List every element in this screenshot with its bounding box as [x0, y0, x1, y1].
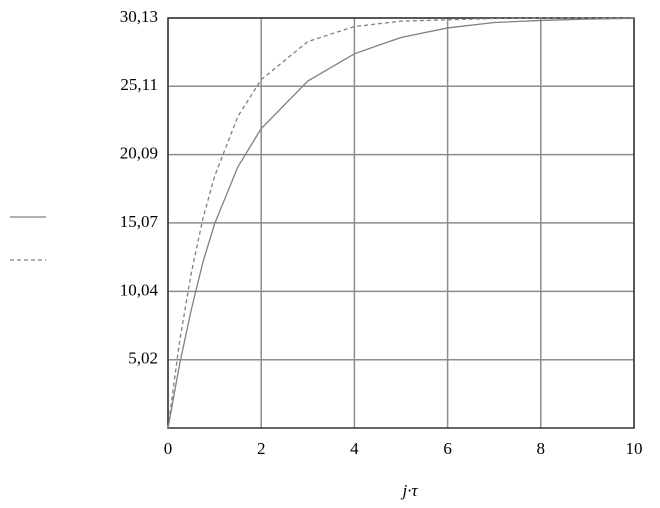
x-tick-label: 10	[626, 439, 643, 458]
x-tick-label: 4	[350, 439, 359, 458]
y-tick-label: 15,07	[120, 212, 159, 231]
x-tick-label: 0	[164, 439, 173, 458]
line	[167, 17, 635, 429]
y-tick-label: 25,11	[120, 75, 158, 94]
x-tick-label: 6	[443, 439, 452, 458]
line	[167, 17, 635, 429]
x-tick-label: 2	[257, 439, 266, 458]
x-axis-label: j·τ	[400, 481, 418, 500]
y-tick-label: 30,13	[120, 7, 158, 26]
y-tick-label: 5,02	[128, 349, 158, 368]
plot-frame	[167, 17, 635, 429]
y-tick-label: 10,04	[120, 280, 159, 299]
x-tick-label: 8	[537, 439, 546, 458]
y-tick-label: 20,09	[120, 144, 158, 163]
